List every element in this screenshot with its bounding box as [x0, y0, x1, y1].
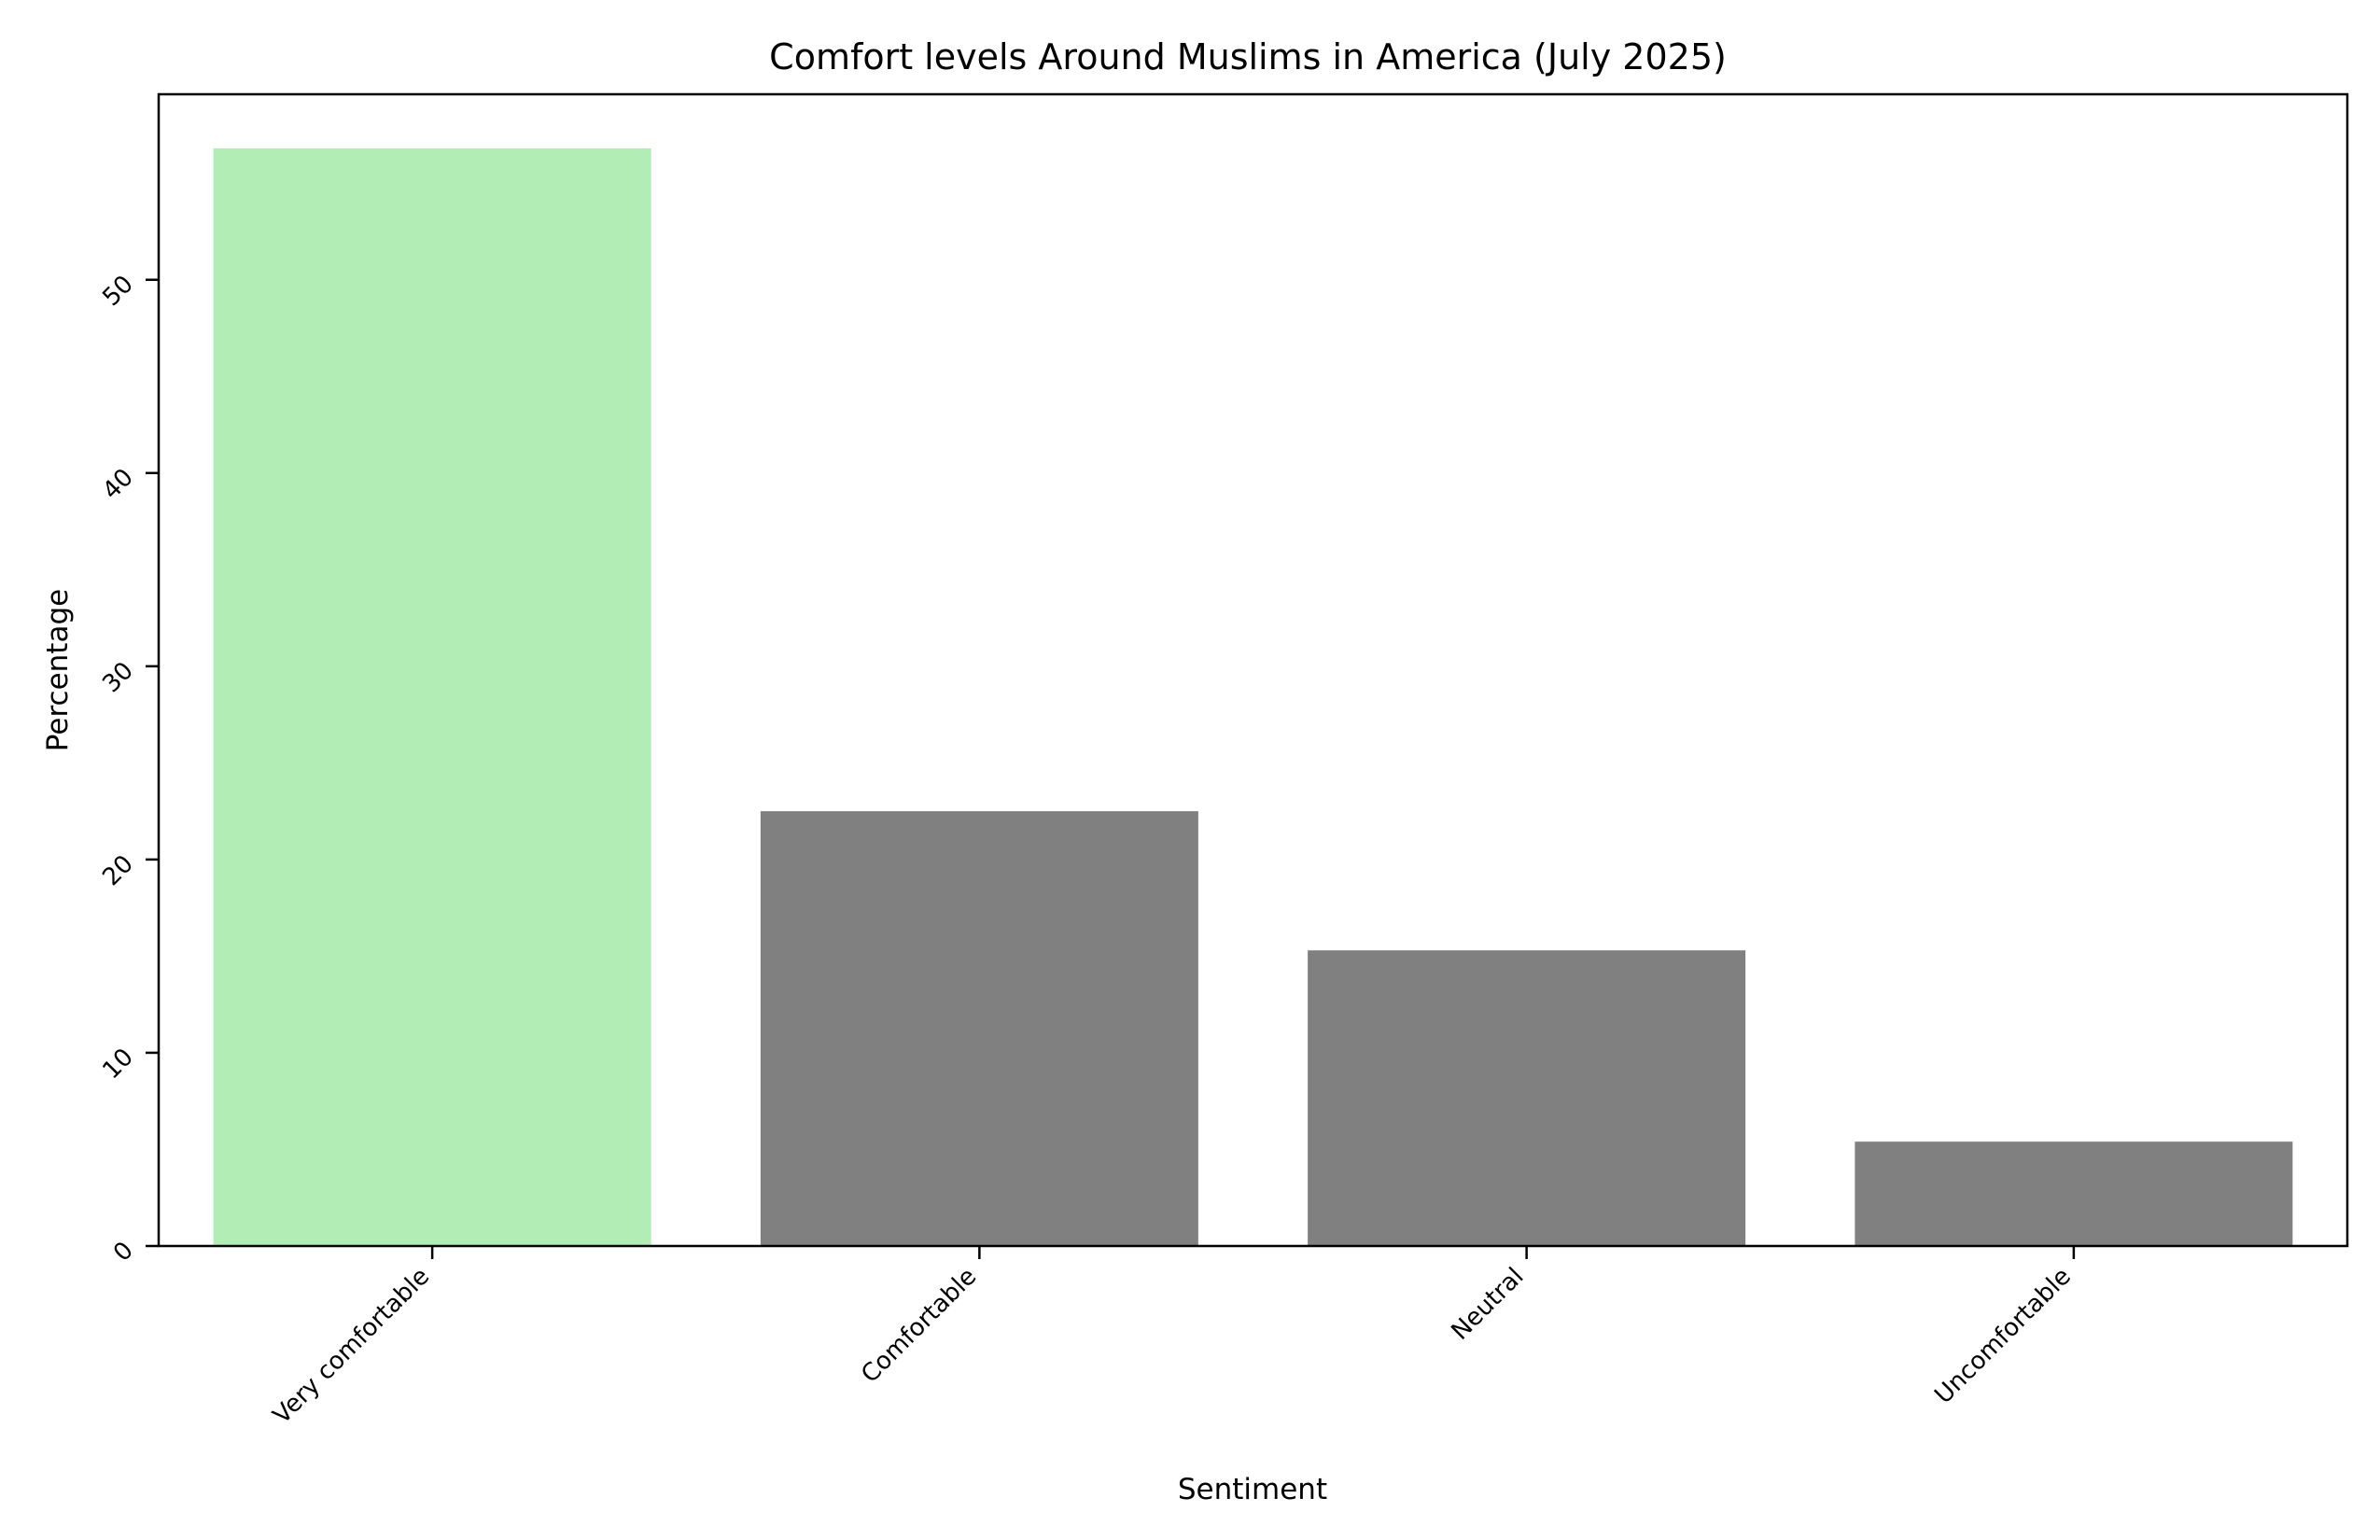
- plot-frame: [157, 92, 2349, 1248]
- x-tick-label-comfortable: Comfortable: [856, 1263, 982, 1389]
- y-tick-label-20: 20: [97, 850, 139, 892]
- y-tick-label-10: 10: [97, 1043, 139, 1085]
- bar-comfortable: [760, 811, 1198, 1246]
- y-tick-label-50: 50: [97, 271, 139, 313]
- bar-neutral: [1308, 950, 1746, 1246]
- bars-group: [213, 147, 2293, 1247]
- bar-very-comfortable: [213, 147, 651, 1247]
- x-tick-label-uncomfortable: Uncomfortable: [1929, 1263, 2076, 1409]
- x-axis-label: Sentiment: [1178, 1473, 1327, 1506]
- y-tick-label-30: 30: [97, 657, 139, 699]
- y-tick-label-0: 0: [108, 1237, 139, 1267]
- y-axis: 0 10 20 30 40 50: [97, 271, 159, 1267]
- x-tick-label-very-comfortable: Very comfortable: [268, 1263, 435, 1430]
- x-axis: Very comfortable Comfortable Neutral Uncomf…: [268, 1246, 2077, 1430]
- y-tick-label-40: 40: [97, 464, 139, 506]
- chart-title: Comfort levels Around Muslims in America…: [769, 36, 1727, 77]
- x-tick-label-neutral: Neutral: [1447, 1263, 1530, 1346]
- bar-uncomfortable: [1855, 1141, 2293, 1246]
- y-axis-label: Percentage: [41, 589, 75, 751]
